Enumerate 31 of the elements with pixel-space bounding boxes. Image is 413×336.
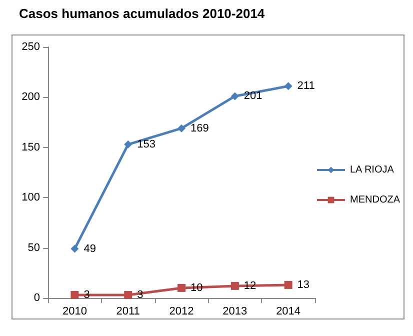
point	[230, 282, 239, 290]
y-tick-label: 0	[34, 292, 40, 304]
point	[178, 284, 186, 292]
x-tick-label: 2011	[116, 306, 140, 318]
data-label: 153	[137, 138, 156, 150]
point	[124, 140, 132, 148]
point	[284, 280, 292, 289]
data-label: 201	[244, 90, 262, 102]
y-tick-label: 100	[22, 192, 40, 204]
x-tick-label: 2014	[276, 306, 301, 318]
data-label: 3	[84, 288, 90, 301]
point	[70, 244, 79, 253]
point	[284, 82, 292, 90]
x-tick-label: 2010	[62, 306, 87, 318]
y-tick-label: 150	[22, 141, 40, 154]
point	[178, 124, 186, 132]
x-tick-label: 2013	[222, 306, 248, 318]
point	[124, 290, 132, 299]
data-label: 211	[297, 80, 315, 92]
data-label: 169	[190, 122, 209, 134]
y-tick-label: 50	[28, 242, 40, 254]
point	[70, 290, 79, 299]
legend-label: MENDOZA	[350, 194, 400, 206]
legend-label: LA RIOJA	[350, 164, 394, 176]
y-tick-label: 250	[22, 41, 40, 53]
data-label: 13	[297, 278, 310, 291]
data-label: 49	[84, 242, 96, 255]
x-tick-label: 2012	[169, 306, 194, 318]
chart-title: Casos humanos acumulados 2010-2014	[19, 6, 266, 21]
point	[230, 92, 239, 100]
y-tick-label: 200	[22, 91, 40, 104]
